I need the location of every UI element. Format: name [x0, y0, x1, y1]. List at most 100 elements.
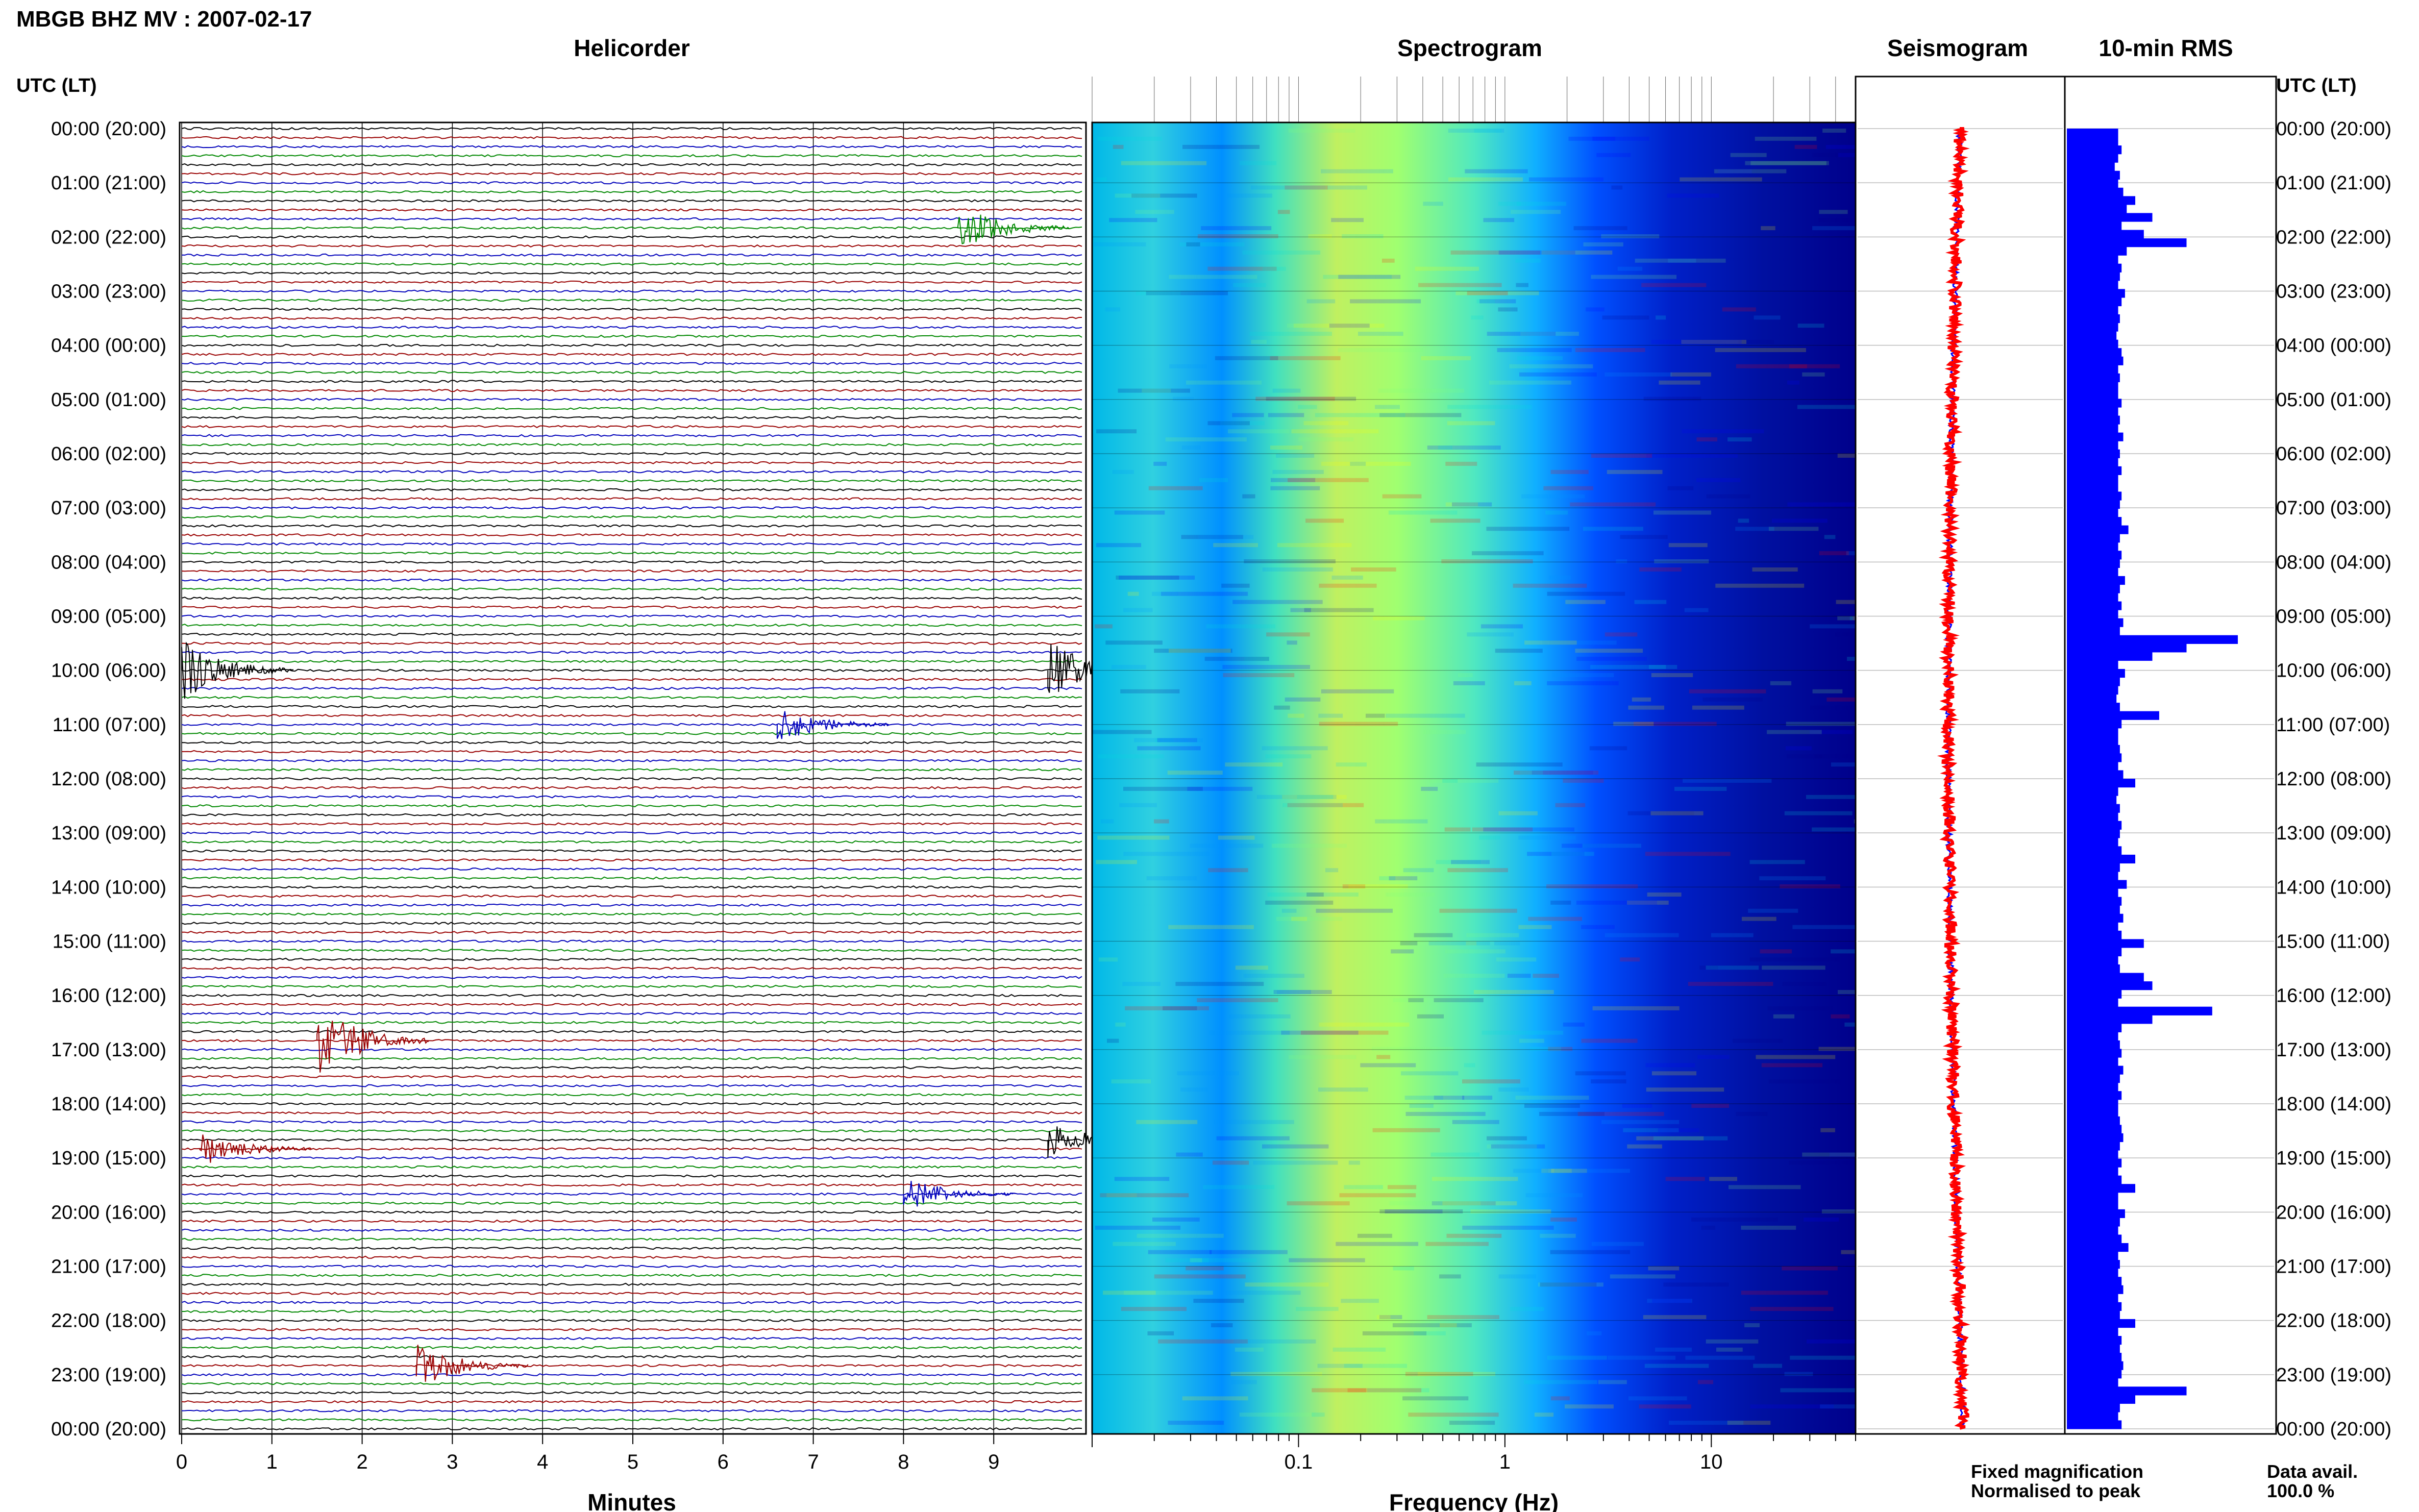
spectrogram-cell: [1812, 827, 1855, 832]
spectrogram-cell: [1761, 226, 1775, 231]
helicorder-trace: [181, 398, 1082, 401]
spectrogram-cell: [1118, 388, 1190, 393]
helicorder-trace: [181, 569, 1082, 573]
spectrogram-cell: [1268, 413, 1304, 417]
helicorder-trace: [181, 1247, 1082, 1250]
spectrogram-cell: [1547, 681, 1619, 685]
rms-bar: [2067, 1057, 2118, 1067]
spectrogram-cell: [1201, 226, 1272, 231]
spectrogram-cell: [1534, 1412, 1554, 1417]
spectrogram-cell: [1339, 1193, 1416, 1198]
spectrogram-cell: [1415, 266, 1479, 271]
helicorder-trace: [181, 515, 1082, 518]
spectrogram-cell: [1786, 722, 1856, 726]
spectrogram-cell: [1649, 665, 1666, 669]
rms-bar: [2067, 1158, 2122, 1168]
spectrogram-cell: [1706, 965, 1759, 970]
helicorder-trace: [181, 1292, 1082, 1295]
spectrogram-cell: [1097, 835, 1170, 840]
spectrogram-cell: [1114, 510, 1165, 515]
spectrogram-cell: [1632, 697, 1651, 702]
spectrogram-cell: [1344, 1364, 1408, 1368]
rms-bar: [2067, 872, 2118, 881]
spectrogram-cell: [1486, 527, 1570, 531]
helicorder-trace: [181, 1075, 1082, 1079]
spectrogram-cell: [1517, 202, 1566, 206]
spectrogram-cell: [1476, 762, 1563, 767]
spectrogram-cell: [1514, 681, 1532, 685]
rms-bar: [2067, 331, 2117, 340]
spectrogram-cell: [1095, 1225, 1181, 1230]
helicorder-trace: [181, 253, 1082, 257]
time-label-right: 21:00 (17:00): [2276, 1256, 2391, 1278]
rms-bar: [2067, 314, 2120, 324]
spectrogram-cell: [1418, 283, 1502, 287]
rms-bar: [2067, 1099, 2118, 1108]
spectrogram-cell: [1388, 1185, 1417, 1189]
spectrogram-cell: [1305, 518, 1344, 523]
spectrogram-cell: [1348, 884, 1408, 888]
spectrogram-cell: [1849, 616, 1856, 621]
helicorder-event: [181, 641, 294, 699]
spectrogram-cell: [1824, 535, 1836, 539]
helicorder-trace: [181, 353, 1082, 356]
helicorder-trace: [181, 686, 1082, 690]
spectrogram-cell: [1360, 1063, 1416, 1068]
spectrogram-cell: [1306, 299, 1336, 304]
spectrogram-cell: [1540, 1233, 1576, 1238]
rms-bar: [2067, 668, 2125, 678]
rms-bar: [2067, 1091, 2122, 1100]
spectrogram-cell: [1401, 1071, 1459, 1076]
helicorder-trace: [181, 326, 1082, 329]
spectrogram-cell: [1191, 1258, 1257, 1262]
spectrogram-cell: [1094, 242, 1146, 246]
rms-bar: [2067, 1116, 2120, 1125]
spectrogram-cell: [1440, 1323, 1457, 1327]
time-label-right: 16:00 (12:00): [2276, 985, 2391, 1007]
helicorder-trace: [181, 624, 1082, 627]
rms-bar: [2067, 1277, 2122, 1286]
rms-bar: [2067, 998, 2118, 1007]
helicorder-trace: [181, 939, 1082, 943]
spectrogram-cell: [1438, 445, 1452, 450]
spectrogram-cell: [1550, 469, 1589, 474]
spectrogram-cell: [1563, 779, 1604, 783]
rms-bar: [2067, 289, 2125, 298]
spectrogram-cell: [1768, 527, 1819, 531]
rms-bar: [2067, 196, 2135, 205]
spectrogram-cell: [1498, 250, 1575, 255]
spectrogram-cell: [1270, 445, 1303, 450]
spectrogram-cell: [1111, 1079, 1151, 1084]
spectrogram-cell: [1225, 762, 1283, 767]
spectrogram-cell: [1622, 1104, 1652, 1108]
helicorder-trace: [181, 1409, 1082, 1412]
spectrogram-cell: [1276, 990, 1311, 994]
spectrogram-cell: [1452, 502, 1492, 507]
helicorder-trace: [181, 723, 1082, 726]
spectrogram-cell: [1351, 567, 1396, 572]
spectrogram-cell: [1654, 559, 1709, 563]
time-label-right: 00:00 (20:00): [2276, 1419, 2391, 1440]
spectrogram-cell: [1093, 730, 1152, 734]
spectrogram-cell: [1591, 1079, 1626, 1084]
helicorder-trace: [181, 976, 1082, 979]
spectrogram-cell: [1772, 518, 1828, 523]
spectrogram-cell: [1722, 307, 1756, 312]
spectrogram-cell: [1115, 1022, 1126, 1027]
spectrogram-cell: [1148, 486, 1203, 490]
spectrogram-cell: [1674, 786, 1727, 791]
spectrogram-cell: [1445, 949, 1505, 954]
helicorder-title: Helicorder: [574, 35, 690, 61]
spectrogram-cell: [1749, 860, 1805, 864]
rms-bar: [2067, 1327, 2118, 1336]
spectrogram-cell: [1403, 868, 1434, 873]
rms-bar: [2067, 1251, 2118, 1260]
spectrogram-cell: [1550, 1217, 1577, 1222]
spectrogram-cell: [1218, 835, 1255, 840]
spectrogram-cell: [1586, 307, 1605, 312]
spectrogram-cell: [1123, 852, 1210, 856]
spectrogram-cell: [1272, 844, 1347, 848]
helicorder-trace: [181, 1129, 1082, 1133]
rms-bar: [2067, 888, 2118, 898]
rms-bar: [2067, 424, 2118, 433]
